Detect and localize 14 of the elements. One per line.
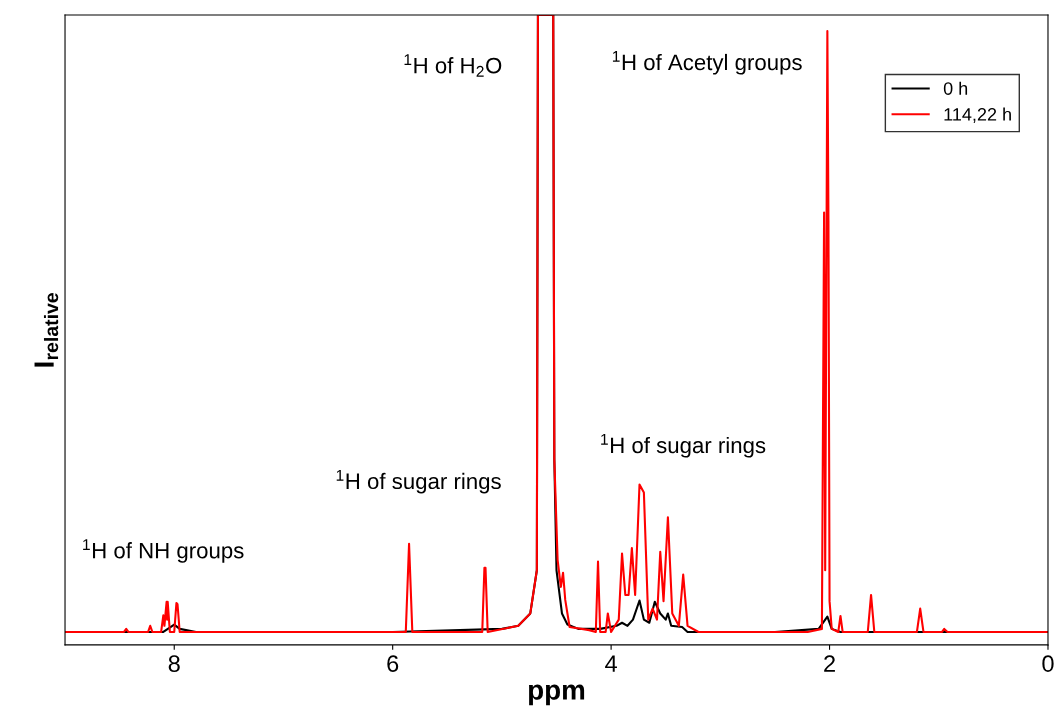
x-tick-label: 4 [605, 655, 617, 672]
x-tick-label: 8 [168, 655, 180, 672]
annotation: $^{1}$H of sugar rings [601, 434, 766, 458]
legend-label: 114,22 h [944, 107, 1011, 123]
annotation: $^{1}$H of H$_{2}$O [404, 54, 502, 77]
x-tick-label: 0 [1042, 655, 1054, 672]
x-tick-label: 6 [387, 655, 399, 672]
y-axis-title: I$_{relative}$ [34, 293, 59, 367]
x-axis-title: ppm [529, 684, 585, 706]
annotation: $^{1}$H of sugar rings [336, 469, 501, 494]
annotation: $^{1}$H of NH groups [83, 539, 244, 563]
legend-label: 0 h [943, 81, 968, 95]
annotation: $^{1}$H of Acetyl groups [612, 51, 802, 75]
x-tick-label: 2 [824, 655, 835, 672]
